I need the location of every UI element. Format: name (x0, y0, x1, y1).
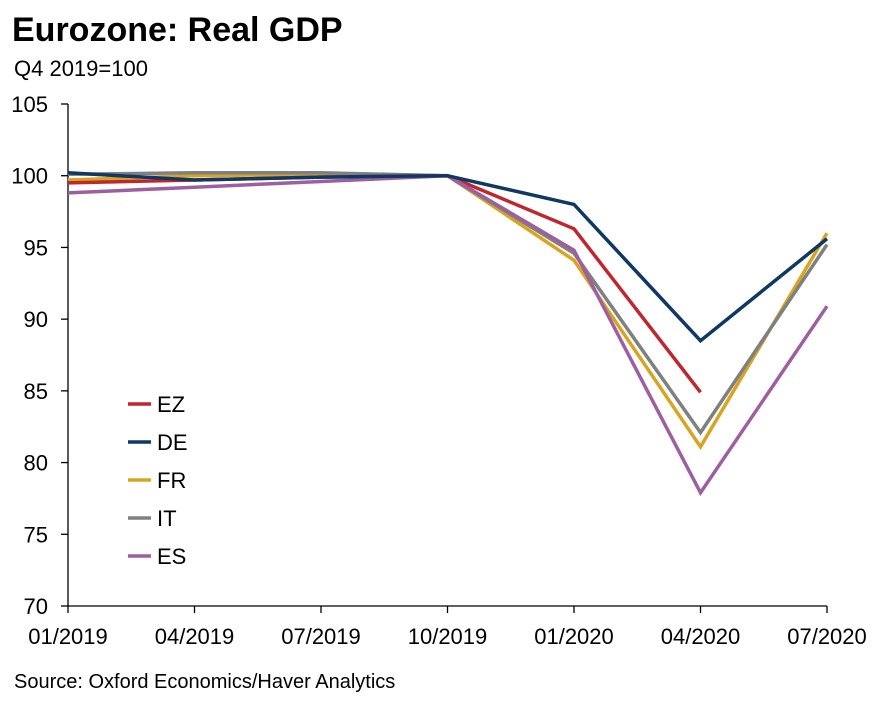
x-tick-label-4: 01/2020 (534, 624, 614, 649)
x-tick-label-0: 01/2019 (28, 624, 108, 649)
y-tick-label-80: 80 (24, 451, 48, 476)
legend-label-es: ES (157, 544, 186, 569)
x-tick-label-6: 07/2020 (787, 624, 867, 649)
x-tick-label-3: 10/2019 (408, 624, 488, 649)
y-tick-label-70: 70 (24, 594, 48, 619)
y-tick-label-100: 100 (11, 164, 48, 189)
x-tick-label-5: 04/2020 (661, 624, 741, 649)
legend-label-it: IT (157, 506, 177, 531)
legend-label-ez: EZ (157, 392, 185, 417)
chart-title: Eurozone: Real GDP (12, 11, 343, 49)
x-tick-label-1: 04/2019 (155, 624, 235, 649)
legend-label-de: DE (157, 430, 188, 455)
series-line-ez (67, 173, 702, 394)
source-note: Source: Oxford Economics/Haver Analytics (14, 671, 396, 693)
y-tick-label-105: 105 (11, 92, 48, 117)
y-tick-label-95: 95 (24, 235, 48, 260)
chart-subtitle: Q4 2019=100 (14, 56, 148, 81)
y-tick-label-85: 85 (24, 379, 48, 404)
legend-label-fr: FR (157, 468, 186, 493)
x-tick-label-2: 07/2019 (281, 624, 361, 649)
series-line-de (67, 171, 829, 344)
y-tick-label-90: 90 (24, 307, 48, 332)
y-tick-label-75: 75 (24, 522, 48, 547)
